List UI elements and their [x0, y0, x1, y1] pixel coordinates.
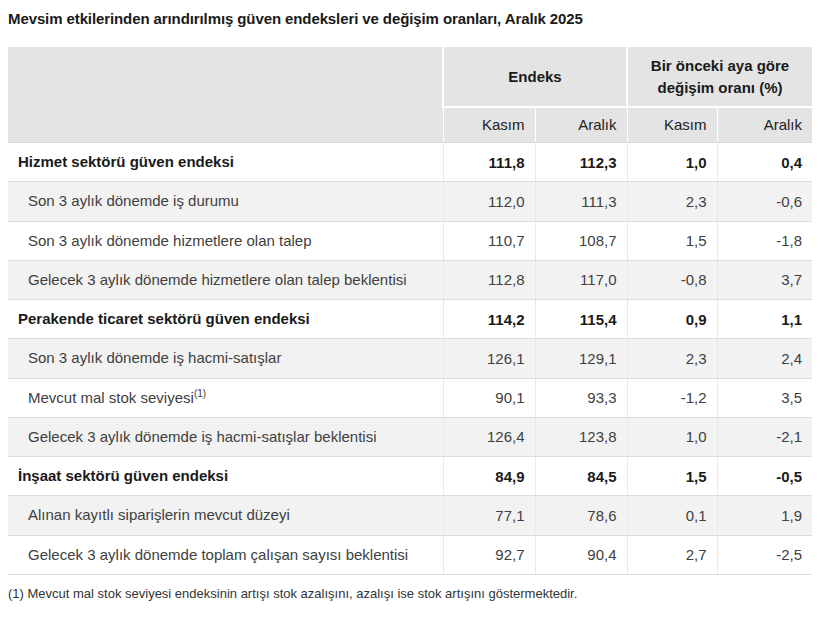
- table-row: Alınan kayıtlı siparişlerin mevcut düzey…: [8, 496, 812, 535]
- subheader-kasim-change: Kasım: [627, 107, 717, 143]
- row-value: 93,3: [535, 378, 627, 417]
- row-value: 126,1: [443, 339, 535, 378]
- table-row: Son 3 aylık dönemde iş durumu112,0111,32…: [8, 182, 812, 221]
- row-value: 90,4: [535, 535, 627, 574]
- row-value: 1,9: [717, 496, 812, 535]
- row-value: 2,4: [717, 339, 812, 378]
- table-body: Hizmet sektörü güven endeksi111,8112,31,…: [8, 143, 812, 575]
- row-label: Son 3 aylık dönemde iş durumu: [8, 182, 443, 221]
- row-value: -0,5: [717, 457, 812, 496]
- row-value: -2,1: [717, 417, 812, 456]
- table-header: Endeks Bir önceki aya göre değişim oranı…: [8, 47, 812, 143]
- row-value: 3,5: [717, 378, 812, 417]
- row-value: 112,0: [443, 182, 535, 221]
- row-value: 92,7: [443, 535, 535, 574]
- row-value: 129,1: [535, 339, 627, 378]
- table-row: Mevcut mal stok seviyesi(1)90,193,3-1,23…: [8, 378, 812, 417]
- row-value: 77,1: [443, 496, 535, 535]
- row-value: 78,6: [535, 496, 627, 535]
- row-value: 114,2: [443, 300, 535, 339]
- footnote-marker: (1): [194, 388, 206, 399]
- row-value: 111,3: [535, 182, 627, 221]
- table-row: Son 3 aylık dönemde iş hacmi-satışlar126…: [8, 339, 812, 378]
- subheader-aralik-change: Aralık: [717, 107, 812, 143]
- row-label: İnşaat sektörü güven endeksi: [8, 457, 443, 496]
- row-label: Mevcut mal stok seviyesi(1): [8, 378, 443, 417]
- row-value: 117,0: [535, 260, 627, 299]
- row-value: -0,6: [717, 182, 812, 221]
- row-value: 123,8: [535, 417, 627, 456]
- row-value: 2,7: [627, 535, 717, 574]
- footnote: (1) Mevcut mal stok seviyesi endeksinin …: [8, 586, 812, 601]
- page-title: Mevsim etkilerinden arındırılmış güven e…: [8, 10, 812, 27]
- subheader-kasim-endeks: Kasım: [443, 107, 535, 143]
- table-row: Gelecek 3 aylık dönemde hizmetlere olan …: [8, 260, 812, 299]
- table-row: Hizmet sektörü güven endeksi111,8112,31,…: [8, 143, 812, 182]
- row-label: Son 3 aylık dönemde iş hacmi-satışlar: [8, 339, 443, 378]
- header-group-change-rate: Bir önceki aya göre değişim oranı (%): [627, 47, 812, 107]
- table-row: Perakende ticaret sektörü güven endeksi1…: [8, 300, 812, 339]
- table-row: Gelecek 3 aylık dönemde iş hacmi-satışla…: [8, 417, 812, 456]
- row-label: Gelecek 3 aylık dönemde hizmetlere olan …: [8, 260, 443, 299]
- row-value: 1,0: [627, 143, 717, 182]
- row-value: 1,1: [717, 300, 812, 339]
- row-value: 0,9: [627, 300, 717, 339]
- row-value: -1,8: [717, 221, 812, 260]
- row-label: Perakende ticaret sektörü güven endeksi: [8, 300, 443, 339]
- row-value: -0,8: [627, 260, 717, 299]
- row-value: 110,7: [443, 221, 535, 260]
- row-value: 2,3: [627, 339, 717, 378]
- row-value: 126,4: [443, 417, 535, 456]
- row-value: 2,3: [627, 182, 717, 221]
- row-value: 111,8: [443, 143, 535, 182]
- row-label: Son 3 aylık dönemde hizmetlere olan tale…: [8, 221, 443, 260]
- row-label: Gelecek 3 aylık dönemde toplam çalışan s…: [8, 535, 443, 574]
- row-value: -1,2: [627, 378, 717, 417]
- row-value: 112,8: [443, 260, 535, 299]
- table-row: Gelecek 3 aylık dönemde toplam çalışan s…: [8, 535, 812, 574]
- row-value: 90,1: [443, 378, 535, 417]
- subheader-aralik-endeks: Aralık: [535, 107, 627, 143]
- table-row: Son 3 aylık dönemde hizmetlere olan tale…: [8, 221, 812, 260]
- row-label: Alınan kayıtlı siparişlerin mevcut düzey…: [8, 496, 443, 535]
- confidence-index-table: Endeks Bir önceki aya göre değişim oranı…: [8, 47, 812, 575]
- row-value: 108,7: [535, 221, 627, 260]
- row-label: Hizmet sektörü güven endeksi: [8, 143, 443, 182]
- table-row: İnşaat sektörü güven endeksi84,984,51,5-…: [8, 457, 812, 496]
- header-group-endeks: Endeks: [443, 47, 627, 107]
- row-value: 84,5: [535, 457, 627, 496]
- row-value: 84,9: [443, 457, 535, 496]
- page: Mevsim etkilerinden arındırılmış güven e…: [0, 0, 820, 601]
- row-value: 0,1: [627, 496, 717, 535]
- row-value: 1,5: [627, 221, 717, 260]
- row-label: Gelecek 3 aylık dönemde iş hacmi-satışla…: [8, 417, 443, 456]
- row-value: -2,5: [717, 535, 812, 574]
- row-value: 112,3: [535, 143, 627, 182]
- row-value: 0,4: [717, 143, 812, 182]
- row-value: 1,5: [627, 457, 717, 496]
- row-value: 115,4: [535, 300, 627, 339]
- row-value: 1,0: [627, 417, 717, 456]
- row-value: 3,7: [717, 260, 812, 299]
- header-corner-cell: [8, 47, 443, 143]
